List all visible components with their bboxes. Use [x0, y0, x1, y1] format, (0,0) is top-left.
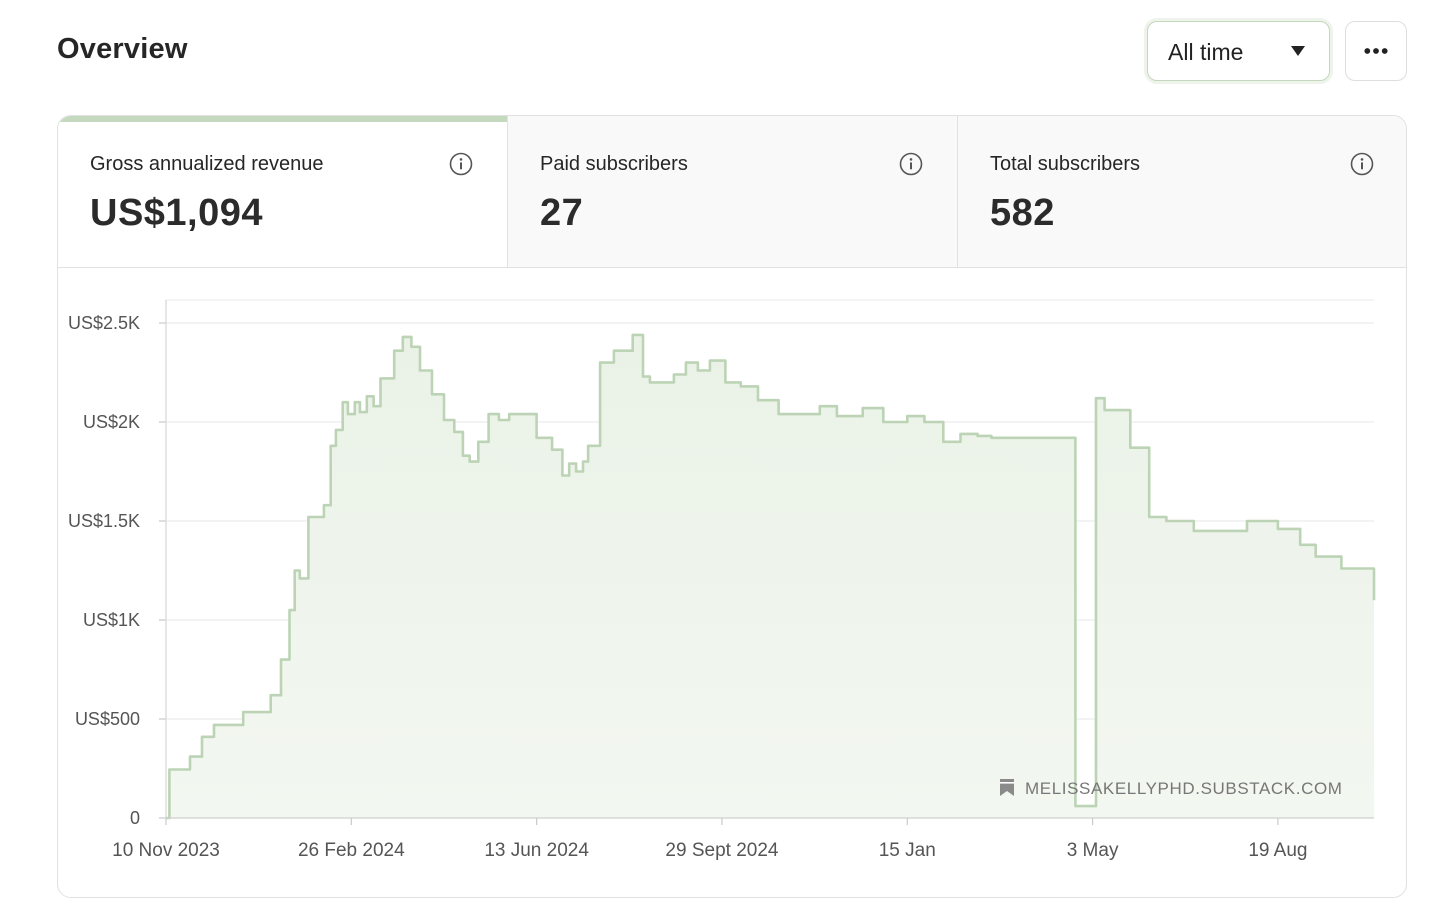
- y-tick-label: US$2K: [83, 412, 140, 432]
- x-tick-label: 29 Sept 2024: [665, 840, 778, 861]
- overview-header: Overview All time: [0, 0, 1456, 105]
- stat-value: 582: [990, 192, 1055, 234]
- watermark: MELISSAKELLYPHD.SUBSTACK.COM: [1000, 779, 1343, 798]
- stat-label: Paid subscribers: [540, 153, 688, 175]
- stat-value: US$1,094: [90, 192, 264, 234]
- watermark-text: MELISSAKELLYPHD.SUBSTACK.COM: [1025, 779, 1343, 798]
- page-title: Overview: [57, 33, 188, 65]
- x-tick-label: 19 Aug: [1248, 840, 1307, 861]
- revenue-chart-svg: 0 US$500 US$1K US$1.5K US$2K US$2.5K 10 Nov 2…: [68, 299, 1376, 861]
- more-horizontal-icon: [1364, 48, 1388, 54]
- stat-tab-paid-subscribers[interactable]: Paid subscribers 27: [508, 116, 958, 267]
- y-tick-label: US$1K: [83, 610, 140, 630]
- y-tick-label: 0: [130, 808, 140, 828]
- y-tick-label: US$500: [75, 709, 140, 729]
- time-range-value: All time: [1168, 39, 1244, 65]
- x-tick-label: 15 Jan: [879, 840, 936, 861]
- revenue-area-fill: [166, 334, 1374, 818]
- stat-tab-total-subscribers[interactable]: Total subscribers 582: [958, 116, 1406, 267]
- overview-card: Gross annualized revenue US$1,094 Paid s…: [57, 115, 1407, 898]
- info-icon[interactable]: [1350, 152, 1374, 176]
- x-tick-label: 13 Jun 2024: [484, 840, 589, 861]
- stat-label: Total subscribers: [990, 153, 1141, 175]
- revenue-series-line: [166, 333, 1376, 820]
- info-icon[interactable]: [449, 152, 473, 176]
- x-tick-label: 3 May: [1067, 840, 1119, 861]
- revenue-chart: 0 US$500 US$1K US$1.5K US$2K US$2.5K 10 Nov 2…: [58, 268, 1406, 897]
- y-tick-label: US$1.5K: [68, 511, 140, 531]
- caret-down-icon: [1291, 46, 1305, 56]
- stat-label: Gross annualized revenue: [90, 153, 324, 175]
- stat-tab-gross-revenue[interactable]: Gross annualized revenue US$1,094: [58, 116, 508, 267]
- info-icon[interactable]: [899, 152, 923, 176]
- y-tick-label: US$2.5K: [68, 313, 140, 333]
- more-options-button[interactable]: [1345, 21, 1407, 81]
- active-tab-indicator: [58, 116, 507, 122]
- time-range-dropdown[interactable]: All time: [1147, 21, 1330, 81]
- stats-row: Gross annualized revenue US$1,094 Paid s…: [58, 116, 1406, 268]
- x-tick-label: 10 Nov 2023: [112, 840, 220, 861]
- stat-value: 27: [540, 192, 584, 234]
- x-tick-label: 26 Feb 2024: [298, 840, 405, 861]
